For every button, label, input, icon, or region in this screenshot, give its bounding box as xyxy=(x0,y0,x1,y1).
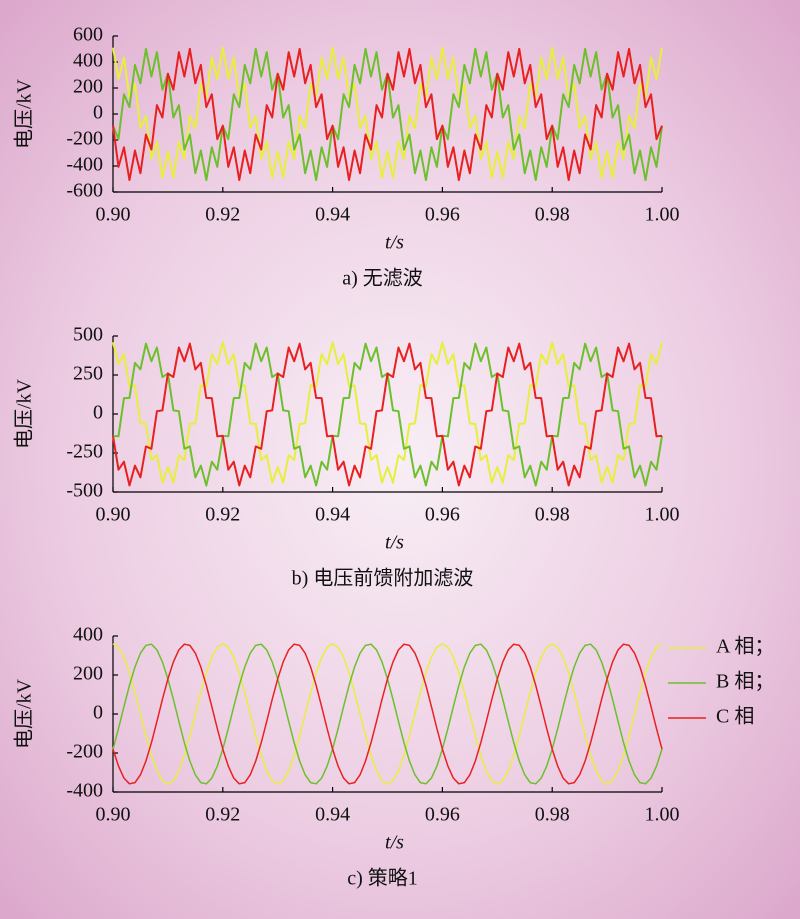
y-axis-label: 电压/kV xyxy=(13,678,36,749)
x-tick-label: 1.00 xyxy=(645,204,680,226)
y-axis-label: 电压/kV xyxy=(13,78,36,149)
x-axis-label: t/s xyxy=(385,232,404,254)
y-tick-label: 0 xyxy=(93,402,103,424)
x-tick-label: 0.98 xyxy=(535,504,570,526)
x-tick-label: 0.96 xyxy=(425,804,460,826)
x-tick-label: 0.92 xyxy=(205,804,240,826)
y-tick-label: 500 xyxy=(73,324,103,346)
y-tick-label: 200 xyxy=(73,76,103,98)
x-tick-label: 0.92 xyxy=(205,204,240,226)
y-tick-label: 0 xyxy=(93,102,103,124)
y-tick-label: -600 xyxy=(66,180,103,202)
y-tick-label: 600 xyxy=(73,24,103,46)
series-line xyxy=(112,47,663,182)
caption: b) 电压前馈附加滤波 xyxy=(292,567,474,590)
y-tick-label: -400 xyxy=(66,780,103,802)
legend-label: A 相； xyxy=(716,635,774,658)
x-tick-label: 0.98 xyxy=(535,204,570,226)
y-tick-label: 0 xyxy=(93,702,103,724)
legend-label: B 相； xyxy=(716,670,774,693)
series-line xyxy=(112,342,663,487)
caption: c) 策略1 xyxy=(347,867,418,890)
x-tick-label: 0.96 xyxy=(425,204,460,226)
y-tick-label: 200 xyxy=(73,663,103,685)
x-tick-label: 0.96 xyxy=(425,504,460,526)
x-tick-label: 1.00 xyxy=(645,504,680,526)
y-tick-label: -200 xyxy=(66,128,103,150)
x-tick-label: 0.90 xyxy=(96,504,131,526)
x-tick-label: 1.00 xyxy=(645,804,680,826)
y-tick-label: 250 xyxy=(73,363,103,385)
x-tick-label: 0.92 xyxy=(205,504,240,526)
y-tick-label: -400 xyxy=(66,154,103,176)
x-tick-label: 0.94 xyxy=(315,504,350,526)
y-tick-label: -200 xyxy=(66,741,103,763)
caption: a) 无滤波 xyxy=(342,267,423,290)
y-tick-label: -250 xyxy=(66,441,103,463)
x-tick-label: 0.90 xyxy=(96,804,131,826)
y-tick-label: -500 xyxy=(66,480,103,502)
x-tick-label: 0.94 xyxy=(315,804,350,826)
y-tick-label: 400 xyxy=(73,50,103,72)
y-axis-label: 电压/kV xyxy=(13,378,36,449)
x-tick-label: 0.98 xyxy=(535,804,570,826)
x-axis-label: t/s xyxy=(385,532,404,554)
x-axis-label: t/s xyxy=(385,832,404,854)
x-tick-label: 0.94 xyxy=(315,204,350,226)
series-line xyxy=(112,643,663,785)
legend-label: C 相 xyxy=(716,705,754,728)
x-tick-label: 0.90 xyxy=(96,204,131,226)
y-tick-label: 400 xyxy=(73,624,103,646)
